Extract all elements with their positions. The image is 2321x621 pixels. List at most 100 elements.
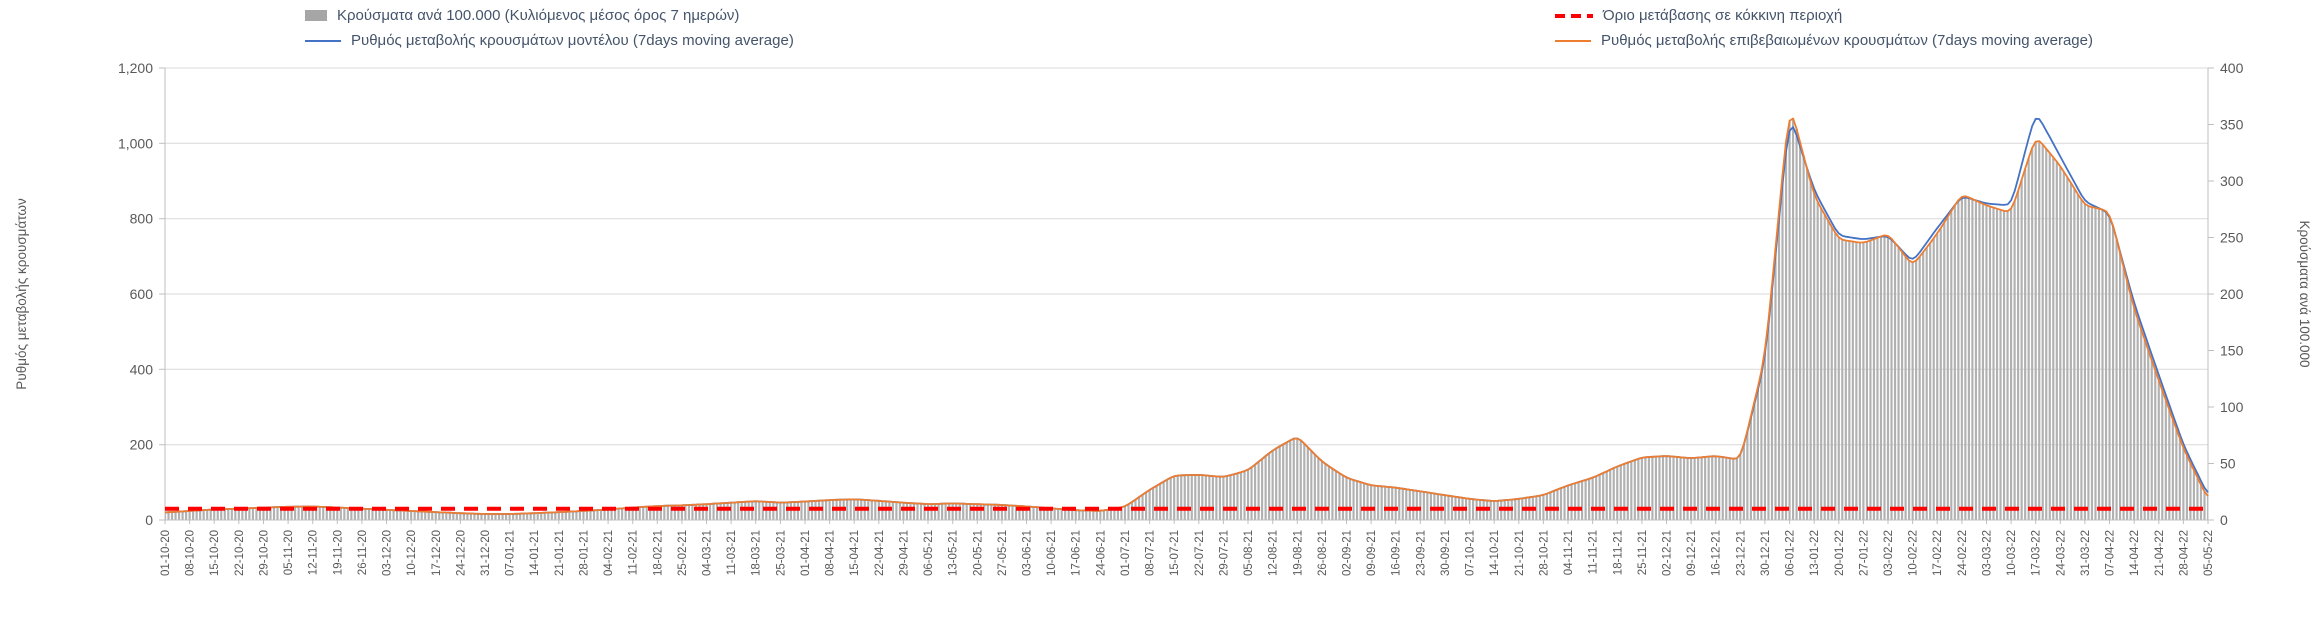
svg-text:200: 200 bbox=[2220, 286, 2244, 302]
svg-text:12-11-20: 12-11-20 bbox=[308, 530, 320, 575]
left-axis-tick-labels: 0 200 400 600 800 1,000 1,200 bbox=[118, 60, 153, 528]
svg-text:05-08-21: 05-08-21 bbox=[1243, 530, 1255, 576]
svg-text:200: 200 bbox=[130, 437, 154, 453]
svg-text:25-02-21: 25-02-21 bbox=[677, 530, 689, 576]
svg-text:06-05-21: 06-05-21 bbox=[923, 530, 935, 576]
svg-text:26-11-20: 26-11-20 bbox=[357, 530, 369, 575]
svg-text:01-07-21: 01-07-21 bbox=[1120, 530, 1132, 576]
svg-text:03-06-21: 03-06-21 bbox=[1022, 530, 1034, 576]
svg-text:01-10-20: 01-10-20 bbox=[160, 530, 172, 576]
svg-text:22-04-21: 22-04-21 bbox=[874, 530, 886, 576]
svg-text:0: 0 bbox=[145, 512, 153, 528]
svg-text:14-01-21: 14-01-21 bbox=[529, 530, 541, 576]
svg-text:13-05-21: 13-05-21 bbox=[948, 530, 960, 576]
threshold-legend-marker bbox=[1555, 13, 1593, 18]
svg-text:08-10-20: 08-10-20 bbox=[185, 530, 197, 576]
right-axis-tick-labels: 0 50 100 150 200 250 300 350 400 bbox=[2220, 60, 2244, 528]
svg-text:18-02-21: 18-02-21 bbox=[652, 530, 664, 576]
svg-text:16-12-21: 16-12-21 bbox=[1711, 530, 1723, 576]
svg-text:04-03-21: 04-03-21 bbox=[702, 530, 714, 576]
svg-text:03-03-22: 03-03-22 bbox=[1982, 530, 1994, 576]
svg-text:27-05-21: 27-05-21 bbox=[997, 530, 1009, 576]
svg-text:29-07-21: 29-07-21 bbox=[1218, 530, 1230, 576]
legend-item-threshold: Όριο μετάβασης σε κόκκινη περιοχή bbox=[1555, 8, 1842, 23]
svg-text:12-08-21: 12-08-21 bbox=[1268, 530, 1280, 576]
svg-text:30-09-21: 30-09-21 bbox=[1440, 530, 1452, 576]
svg-text:24-02-22: 24-02-22 bbox=[1957, 530, 1969, 576]
svg-text:17-06-21: 17-06-21 bbox=[1071, 530, 1083, 576]
svg-text:1,000: 1,000 bbox=[118, 135, 153, 151]
svg-text:31-03-22: 31-03-22 bbox=[2080, 530, 2092, 576]
legend-label-bars: Κρούσματα ανά 100.000 (Κυλιόμενος μέσος … bbox=[337, 7, 740, 24]
svg-text:400: 400 bbox=[2220, 60, 2244, 76]
svg-text:1,200: 1,200 bbox=[118, 60, 153, 76]
svg-text:150: 150 bbox=[2220, 343, 2244, 359]
legend-label-model: Ρυθμός μεταβολής κρουσμάτων μοντέλου (7d… bbox=[351, 32, 794, 49]
svg-text:21-10-21: 21-10-21 bbox=[1514, 530, 1526, 576]
left-axis-title: Ρυθμός μεταβολής κρουσμάτων bbox=[14, 198, 29, 390]
svg-text:11-02-21: 11-02-21 bbox=[628, 530, 640, 575]
svg-text:10-06-21: 10-06-21 bbox=[1046, 530, 1058, 576]
svg-text:04-02-21: 04-02-21 bbox=[603, 530, 615, 576]
bars-series bbox=[165, 118, 2208, 520]
svg-text:02-09-21: 02-09-21 bbox=[1342, 530, 1354, 576]
svg-text:09-09-21: 09-09-21 bbox=[1366, 530, 1378, 576]
legend-item-model: Ρυθμός μεταβολής κρουσμάτων μοντέλου (7d… bbox=[305, 33, 794, 48]
svg-text:11-11-21: 11-11-21 bbox=[1588, 530, 1600, 574]
svg-text:22-07-21: 22-07-21 bbox=[1194, 530, 1206, 576]
svg-text:250: 250 bbox=[2220, 230, 2244, 246]
svg-text:17-12-20: 17-12-20 bbox=[431, 530, 443, 576]
svg-text:15-04-21: 15-04-21 bbox=[849, 530, 861, 576]
svg-text:28-10-21: 28-10-21 bbox=[1538, 530, 1550, 576]
svg-text:07-01-21: 07-01-21 bbox=[505, 530, 517, 576]
svg-text:14-04-22: 14-04-22 bbox=[2129, 530, 2141, 576]
svg-text:09-12-21: 09-12-21 bbox=[1686, 530, 1698, 576]
svg-text:600: 600 bbox=[130, 286, 154, 302]
svg-text:10-03-22: 10-03-22 bbox=[2006, 530, 2018, 576]
svg-text:25-03-21: 25-03-21 bbox=[775, 530, 787, 576]
confirmed-line-legend-marker bbox=[1555, 39, 1591, 42]
svg-text:28-01-21: 28-01-21 bbox=[578, 530, 590, 576]
svg-text:21-01-21: 21-01-21 bbox=[554, 530, 566, 576]
svg-text:20-05-21: 20-05-21 bbox=[972, 530, 984, 576]
svg-text:0: 0 bbox=[2220, 512, 2228, 528]
svg-text:05-05-22: 05-05-22 bbox=[2203, 530, 2215, 576]
svg-text:100: 100 bbox=[2220, 399, 2244, 415]
svg-text:21-04-22: 21-04-22 bbox=[2154, 530, 2166, 576]
legend-item-confirmed: Ρυθμός μεταβολής επιβεβαιωμένων κρουσμάτ… bbox=[1555, 33, 2093, 48]
svg-text:08-07-21: 08-07-21 bbox=[1145, 530, 1157, 576]
svg-text:20-01-22: 20-01-22 bbox=[1834, 530, 1846, 576]
svg-text:23-12-21: 23-12-21 bbox=[1735, 530, 1747, 576]
bar-series-legend-marker bbox=[305, 10, 327, 21]
right-axis-title: Κρούσματα ανά 100.000 bbox=[2297, 220, 2312, 367]
svg-text:18-11-21: 18-11-21 bbox=[1612, 530, 1624, 575]
svg-text:27-01-22: 27-01-22 bbox=[1858, 530, 1870, 576]
svg-text:24-03-22: 24-03-22 bbox=[2055, 530, 2067, 576]
svg-text:25-11-21: 25-11-21 bbox=[1637, 530, 1649, 575]
svg-text:28-04-22: 28-04-22 bbox=[2178, 530, 2190, 576]
svg-text:15-10-20: 15-10-20 bbox=[209, 530, 221, 576]
svg-text:29-10-20: 29-10-20 bbox=[259, 530, 271, 576]
svg-text:30-12-21: 30-12-21 bbox=[1760, 530, 1772, 576]
svg-text:01-04-21: 01-04-21 bbox=[800, 530, 812, 576]
svg-text:17-02-22: 17-02-22 bbox=[1932, 530, 1944, 576]
svg-text:08-04-21: 08-04-21 bbox=[825, 530, 837, 576]
svg-text:15-07-21: 15-07-21 bbox=[1169, 530, 1181, 576]
svg-text:05-11-20: 05-11-20 bbox=[283, 530, 295, 575]
gridlines bbox=[165, 67, 2208, 521]
svg-text:14-10-21: 14-10-21 bbox=[1489, 530, 1501, 576]
svg-text:19-11-20: 19-11-20 bbox=[332, 530, 344, 575]
svg-text:10-12-20: 10-12-20 bbox=[406, 530, 418, 576]
svg-text:04-11-21: 04-11-21 bbox=[1563, 530, 1575, 575]
svg-text:03-02-22: 03-02-22 bbox=[1883, 530, 1895, 576]
svg-text:18-03-21: 18-03-21 bbox=[751, 530, 763, 576]
svg-text:10-02-22: 10-02-22 bbox=[1908, 530, 1920, 576]
svg-text:07-10-21: 07-10-21 bbox=[1465, 530, 1477, 576]
legend-item-bars: Κρούσματα ανά 100.000 (Κυλιόμενος μέσος … bbox=[305, 8, 739, 23]
svg-text:400: 400 bbox=[130, 361, 154, 377]
svg-text:29-04-21: 29-04-21 bbox=[898, 530, 910, 576]
svg-text:24-06-21: 24-06-21 bbox=[1095, 530, 1107, 576]
svg-text:22-10-20: 22-10-20 bbox=[234, 530, 246, 576]
svg-text:31-12-20: 31-12-20 bbox=[480, 530, 492, 576]
